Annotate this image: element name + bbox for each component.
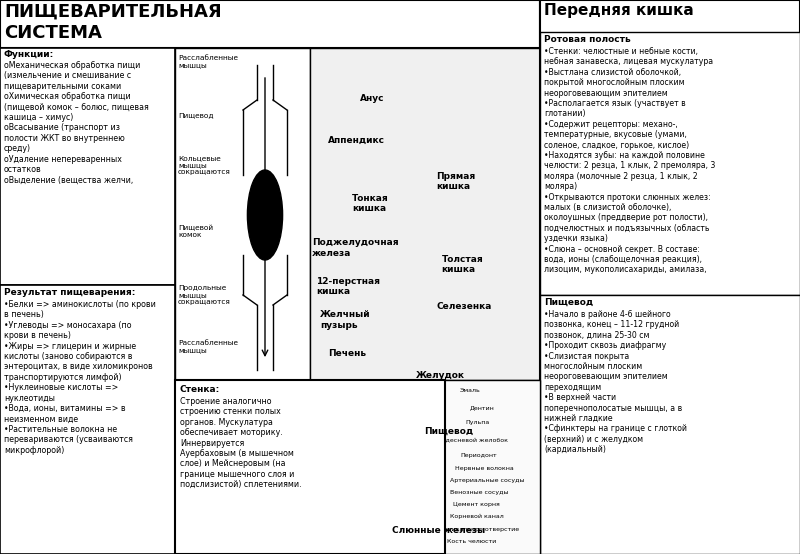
Text: Пищевод: Пищевод bbox=[424, 427, 473, 435]
Text: 12-перстная
кишка: 12-перстная кишка bbox=[316, 277, 380, 296]
Text: Периодонт: Периодонт bbox=[460, 453, 497, 458]
Bar bbox=[310, 48, 540, 380]
Text: Ротовая полость: Ротовая полость bbox=[544, 35, 630, 44]
Bar bbox=[175, 48, 310, 380]
Text: Селезенка: Селезенка bbox=[436, 302, 491, 311]
Bar bbox=[0, 285, 175, 554]
Text: Анус: Анус bbox=[360, 94, 385, 103]
Text: Цемент корня: Цемент корня bbox=[453, 502, 500, 507]
Text: •Начало в районе 4-6 шейного
позвонка, конец – 11-12 грудной
позвонок, длина 25-: •Начало в районе 4-6 шейного позвонка, к… bbox=[544, 310, 687, 454]
Bar bbox=[0, 48, 175, 285]
Text: Пищевой
комок: Пищевой комок bbox=[178, 225, 213, 238]
Text: Продольные
мышцы
сокращаются: Продольные мышцы сокращаются bbox=[178, 285, 231, 305]
Text: Функции:: Функции: bbox=[4, 50, 54, 59]
Text: Пищевод: Пищевод bbox=[178, 112, 214, 118]
Text: Нервные волокна: Нервные волокна bbox=[455, 466, 514, 471]
Text: Аппендикс: Аппендикс bbox=[328, 136, 385, 145]
Text: Пульпа: Пульпа bbox=[465, 420, 490, 425]
Bar bbox=[310, 380, 540, 554]
Text: •Белки => аминокислоты (по крови
в печень)
•Углеводы => моносахара (по
крови в п: •Белки => аминокислоты (по крови в печен… bbox=[4, 300, 156, 455]
Bar bbox=[175, 380, 445, 554]
Text: Стенка:: Стенка: bbox=[180, 385, 220, 394]
Text: Строение аналогично
строению стенки полых
органов. Мускулатура
обеспечивает мото: Строение аналогично строению стенки полы… bbox=[180, 397, 302, 489]
Text: Результат пищеварения:: Результат пищеварения: bbox=[4, 288, 135, 297]
Bar bbox=[540, 0, 800, 554]
Text: Расслабленные
мышцы: Расслабленные мышцы bbox=[178, 340, 238, 353]
Text: Тонкая
кишка: Тонкая кишка bbox=[352, 194, 389, 213]
Text: оМеханическая обработка пищи
(измельчение и смешивание с
пищеварительными соками: оМеханическая обработка пищи (измельчени… bbox=[4, 61, 149, 184]
Text: Слюнные железы: Слюнные железы bbox=[392, 526, 486, 535]
Text: Толстая
кишка: Толстая кишка bbox=[442, 255, 483, 274]
Text: Апикальное отверстие: Апикальное отверстие bbox=[443, 527, 519, 532]
Text: Венозные сосуды: Венозные сосуды bbox=[450, 490, 509, 495]
Text: Поджелудочная
железа: Поджелудочная железа bbox=[312, 238, 398, 258]
Text: Прямая
кишка: Прямая кишка bbox=[436, 172, 475, 191]
Text: Печень: Печень bbox=[328, 349, 366, 358]
Text: Корневой канал: Корневой канал bbox=[450, 514, 504, 519]
Text: •Стенки: челюстные и небные кости,
небная занавеска, лицевая мускулатура
•Выстла: •Стенки: челюстные и небные кости, небна… bbox=[544, 47, 715, 274]
Text: ПИЩЕВАРИТЕЛЬНАЯ
СИСТЕМА: ПИЩЕВАРИТЕЛЬНАЯ СИСТЕМА bbox=[4, 3, 222, 42]
Bar bbox=[0, 0, 540, 48]
Text: Передняя кишка: Передняя кишка bbox=[544, 3, 694, 18]
Text: Зубодесневой желобок: Зубодесневой желобок bbox=[430, 438, 508, 443]
Text: Желудок: Желудок bbox=[416, 371, 465, 380]
Text: Артериальные сосуды: Артериальные сосуды bbox=[450, 478, 525, 483]
Text: Дентин: Дентин bbox=[470, 405, 494, 410]
Text: Пищевод: Пищевод bbox=[544, 298, 593, 307]
Text: Кость челюсти: Кость челюсти bbox=[447, 539, 496, 544]
Ellipse shape bbox=[247, 170, 282, 260]
Text: Кольцевые
мышцы
сокращаются: Кольцевые мышцы сокращаются bbox=[178, 155, 231, 175]
Text: Фиссура: Фиссура bbox=[370, 395, 398, 400]
Text: Желчный
пузырь: Желчный пузырь bbox=[320, 310, 370, 330]
Text: Эмаль: Эмаль bbox=[460, 388, 481, 393]
Bar bbox=[540, 32, 800, 295]
Text: Расслабленные
мышцы: Расслабленные мышцы bbox=[178, 55, 238, 68]
Bar bbox=[540, 295, 800, 554]
